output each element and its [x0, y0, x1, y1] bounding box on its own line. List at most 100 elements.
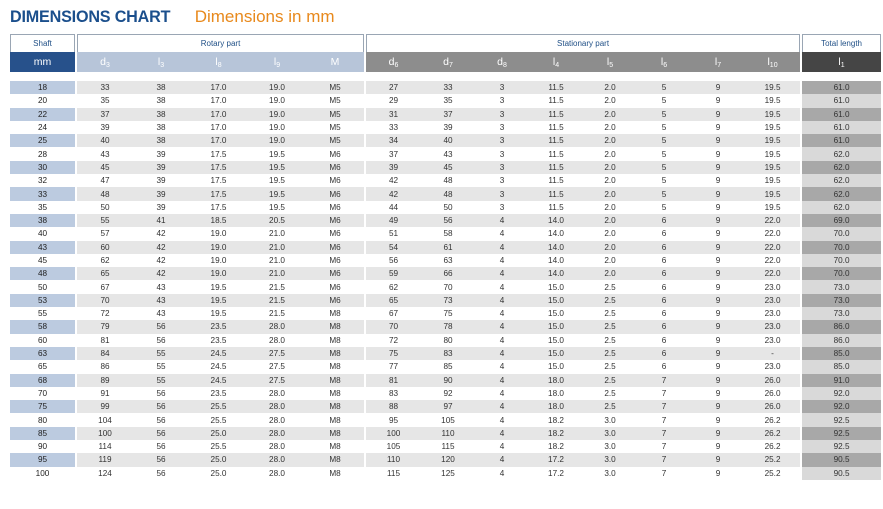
cell-l7: 9 [691, 267, 746, 281]
cell-shaft: 63 [10, 346, 75, 361]
cell-shaft: 55 [37, 309, 48, 319]
cell-M: M6 [306, 213, 365, 228]
cell-d7: 85 [443, 362, 453, 372]
cell-l3: 42 [156, 229, 166, 239]
cell-d3: 104 [98, 415, 112, 425]
cell-d7: 48 [443, 176, 453, 186]
symbol-header-row: mm d3 l3 l8 l9 M d6 d7 d8 l4 l5 l6 l7 l1… [10, 52, 882, 72]
cell-l8: 17.5 [210, 149, 227, 159]
cell-M: M8 [306, 373, 365, 387]
cell-l8: 17.0 [210, 123, 227, 133]
cell-shaft: 95 [10, 453, 75, 467]
table-row: 95 119 56 25.0 28.0 M8 110 120 4 17.2 3.0 7 9 25.2 90.… [10, 453, 882, 467]
cell-l9: 21.0 [248, 240, 306, 254]
cell-l1: 61.0 [802, 94, 882, 108]
cell-M: M6 [329, 282, 341, 292]
cell-d6: 33 [388, 123, 399, 133]
cell-l4: 15.0 [548, 335, 564, 345]
cell-l8: 18.5 [189, 213, 248, 228]
header-l3: l3 [133, 52, 189, 72]
cell-l6: 7 [637, 453, 692, 467]
cell-d7: 56 [421, 213, 476, 228]
cell-l7: 9 [715, 388, 721, 398]
cell-M: M8 [329, 388, 341, 398]
cell-l4: 15.0 [548, 309, 564, 319]
header-l7: l7 [691, 52, 746, 72]
cell-d8: 4 [499, 388, 505, 398]
cell-d3: 114 [98, 442, 112, 452]
cell-l5: 2.0 [604, 96, 616, 106]
cell-l8: 19.0 [210, 256, 227, 265]
cell-l6: 5 [661, 123, 667, 133]
cell-d7: 97 [421, 400, 476, 414]
cell-l9: 19.0 [269, 123, 285, 133]
cell-l9: 19.5 [269, 202, 285, 212]
cell-shaft: 80 [37, 415, 48, 425]
cell-l8: 23.5 [210, 388, 227, 398]
cell-l9: 28.0 [269, 468, 285, 478]
cell-l4: 17.2 [529, 453, 584, 467]
cell-d8: 4 [499, 362, 505, 372]
cell-l9: 28.0 [269, 335, 285, 345]
cell-shaft: 20 [37, 96, 48, 106]
cell-l9: 19.5 [269, 176, 285, 186]
cell-l7: 9 [715, 442, 721, 452]
cell-M: M8 [329, 442, 341, 452]
cell-l8: 25.0 [189, 453, 248, 467]
cell-l1: 92.0 [802, 400, 882, 414]
cell-d7: 110 [421, 426, 476, 441]
cell-d8: 3 [499, 123, 505, 133]
cell-shaft: 45 [37, 256, 48, 265]
cell-l5: 2.5 [583, 373, 638, 387]
cell-l7: 9 [691, 134, 746, 148]
cell-l9: 27.5 [248, 373, 306, 387]
table-row: 90 114 56 25.5 28.0 M8 105 115 4 18.2 3.0 7 9 26.2 92.… [10, 440, 882, 454]
cell-d6: 39 [366, 160, 422, 175]
cell-d3: 65 [77, 267, 133, 281]
cell-d7: 35 [443, 96, 453, 106]
table-row: 100 124 56 25.0 28.0 M8 115 125 4 17.2 3.0 7 9 25.2 90… [10, 466, 882, 480]
cell-l5: 2.0 [604, 123, 616, 133]
cell-l3: 39 [156, 149, 166, 159]
cell-d7: 45 [421, 160, 476, 175]
cell-l9: 28.0 [248, 320, 306, 334]
cell-d3: 67 [100, 282, 110, 292]
cell-d6: 42 [366, 187, 422, 201]
cell-l3: 43 [133, 293, 189, 308]
cell-l7: 9 [691, 81, 746, 95]
table-row: 58 79 56 23.5 28.0 M8 70 78 4 15.0 2.5 6 9 23.0 86.0 [10, 320, 882, 334]
table-row: 18 33 38 17.0 19.0 M5 27 33 3 11.5 2.0 5 9 19.5 61.0 [10, 81, 882, 95]
cell-l5: 3.0 [583, 426, 638, 441]
cell-l8: 24.5 [189, 373, 248, 387]
cell-l4: 11.5 [548, 96, 564, 106]
cell-l4: 17.2 [548, 468, 564, 478]
cell-d3: 91 [100, 388, 110, 398]
cell-l5: 3.0 [583, 453, 638, 467]
cell-l3: 56 [133, 320, 189, 334]
cell-l9: 27.5 [248, 346, 306, 361]
cell-M: M8 [329, 468, 341, 478]
cell-l7: 9 [691, 160, 746, 175]
cell-l10: 23.0 [764, 282, 781, 292]
cell-d6: 62 [388, 282, 399, 292]
cell-d8: 4 [475, 240, 530, 254]
cell-l5: 2.0 [583, 81, 638, 95]
cell-d3: 60 [77, 240, 133, 254]
cell-l8: 25.0 [210, 468, 227, 478]
cell-l10: 19.5 [745, 187, 801, 201]
cell-M: M8 [329, 335, 341, 345]
cell-d8: 3 [475, 160, 530, 175]
cell-d6: 34 [366, 134, 422, 148]
cell-shaft: 30 [10, 160, 75, 175]
cell-l6: 6 [661, 335, 667, 345]
cell-l9: 21.5 [269, 282, 285, 292]
cell-shaft: 35 [37, 202, 48, 212]
table-body: 18 33 38 17.0 19.0 M5 27 33 3 11.5 2.0 5 9 19.5 61.0 20… [10, 81, 882, 480]
cell-l1: 73.0 [802, 280, 882, 294]
cell-d6: 110 [366, 453, 422, 467]
cell-d6: 65 [366, 293, 422, 308]
cell-d3: 79 [77, 320, 133, 334]
cell-l4: 18.0 [529, 373, 584, 387]
header-d3: d3 [77, 52, 133, 72]
cell-l1: 70.0 [802, 240, 882, 254]
